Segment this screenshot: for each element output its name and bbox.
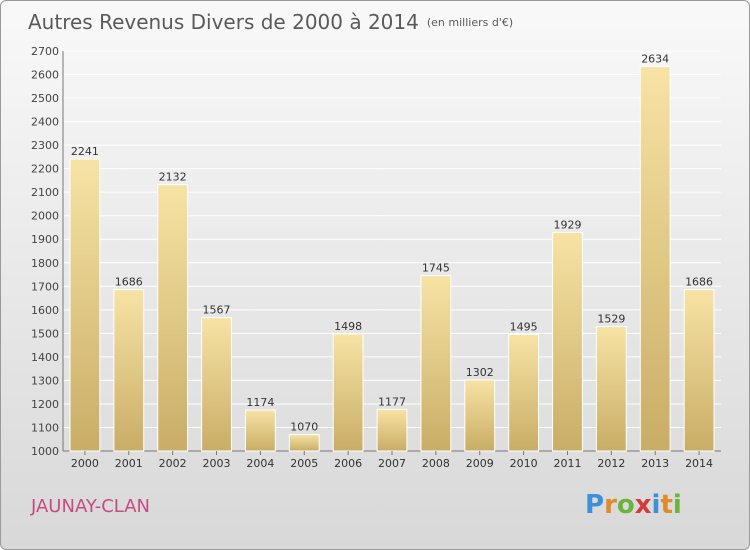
x-tick-label: 2005 — [290, 457, 318, 470]
x-tick-label: 2008 — [422, 457, 450, 470]
y-tick-label: 2300 — [31, 139, 59, 152]
y-tick-label: 1800 — [31, 257, 59, 270]
data-label: 1929 — [553, 218, 581, 231]
x-tick-label: 2001 — [115, 457, 143, 470]
bar — [157, 184, 189, 452]
bar — [420, 275, 452, 452]
bar — [595, 326, 627, 452]
data-label: 1302 — [466, 366, 494, 379]
x-tick-label: 2011 — [553, 457, 581, 470]
x-tick-label: 2003 — [203, 457, 231, 470]
x-tick-label: 2004 — [246, 457, 274, 470]
bar — [244, 409, 276, 452]
x-tick-label: 2010 — [510, 457, 538, 470]
location-label: JAUNAY-CLAN — [31, 496, 151, 517]
data-label: 1745 — [422, 262, 450, 275]
data-label: 2241 — [71, 145, 99, 158]
unit-label: (en milliers d'€) — [426, 16, 514, 29]
bar — [201, 317, 232, 452]
x-tick-label: 2012 — [597, 457, 625, 470]
bar — [288, 434, 320, 452]
data-label: 1070 — [290, 421, 318, 434]
y-tick-label: 2000 — [31, 210, 59, 223]
y-tick-label: 1900 — [31, 233, 59, 246]
data-label: 1567 — [203, 304, 231, 317]
data-label: 1495 — [510, 321, 538, 334]
y-tick-label: 1000 — [31, 445, 59, 458]
y-tick-label: 1500 — [31, 327, 59, 340]
y-tick-label: 2100 — [31, 186, 59, 199]
y-tick-label: 1300 — [31, 374, 59, 387]
y-tick-label: 2500 — [31, 92, 59, 105]
bar — [113, 289, 145, 452]
x-tick-label: 2000 — [71, 457, 99, 470]
data-label: 1529 — [597, 313, 625, 326]
data-label: 1686 — [685, 276, 713, 289]
bar — [552, 231, 583, 452]
title-text: Autres Revenus Divers de 2000 à 2014 — [28, 10, 419, 34]
x-tick-label: 2007 — [378, 457, 406, 470]
data-label: 2634 — [641, 53, 669, 66]
bar — [376, 408, 408, 452]
bar — [332, 333, 364, 452]
bar — [683, 289, 715, 452]
x-tick-label: 2014 — [685, 457, 713, 470]
bar — [69, 158, 101, 452]
data-label: 2132 — [159, 171, 187, 184]
x-tick-label: 2002 — [159, 457, 187, 470]
bar — [639, 66, 671, 452]
data-label: 1177 — [378, 395, 406, 408]
data-label: 1174 — [246, 396, 274, 409]
data-label: 1498 — [334, 320, 362, 333]
y-tick-label: 2200 — [31, 163, 59, 176]
y-tick-label: 1100 — [31, 421, 59, 434]
y-tick-label: 1600 — [31, 304, 59, 317]
data-label: 1686 — [115, 276, 143, 289]
y-tick-label: 1700 — [31, 280, 59, 293]
bar — [464, 379, 496, 452]
x-tick-label: 2009 — [466, 457, 494, 470]
x-tick-label: 2013 — [641, 457, 669, 470]
y-tick-label: 2400 — [31, 116, 59, 129]
y-tick-label: 2600 — [31, 69, 59, 82]
proxiti-logo: Proxiti — [585, 490, 682, 520]
y-tick-label: 1400 — [31, 351, 59, 364]
y-tick-label: 2700 — [31, 45, 59, 58]
y-tick-label: 1200 — [31, 398, 59, 411]
bar — [508, 334, 540, 452]
chart-title: Autres Revenus Divers de 2000 à 2014 (en … — [28, 10, 513, 34]
x-tick-label: 2006 — [334, 457, 362, 470]
